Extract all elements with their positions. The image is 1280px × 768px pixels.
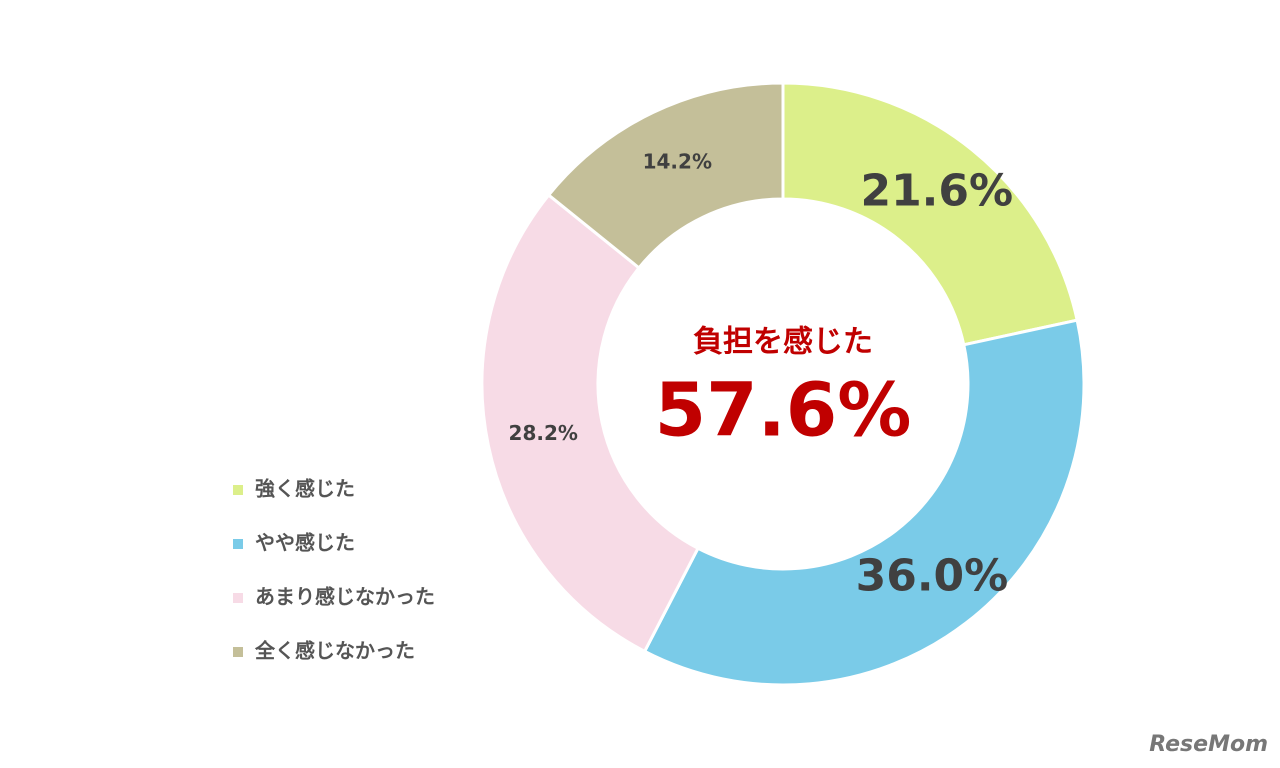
legend-swatch <box>233 593 243 603</box>
value-label: 21.6% <box>860 165 1013 216</box>
legend-label: 強く感じた <box>255 477 355 501</box>
watermark: ReseMom <box>1149 732 1268 757</box>
legend-swatch <box>233 647 243 657</box>
donut-segment <box>546 81 785 270</box>
value-label: 36.0% <box>856 551 1009 602</box>
center-label: 負担を感じた <box>693 325 873 360</box>
legend-swatch <box>233 539 243 549</box>
donut-segment <box>781 81 1079 347</box>
legend-label: やや感じた <box>255 531 355 555</box>
value-label: 14.2% <box>643 149 712 173</box>
donut-segment <box>480 192 700 654</box>
legend-swatch <box>233 485 243 495</box>
legend-label: あまり感じなかった <box>255 585 435 609</box>
center-value: 57.6% <box>655 368 912 454</box>
donut-segment <box>642 318 1086 687</box>
value-label: 28.2% <box>509 421 578 445</box>
legend-label: 全く感じなかった <box>254 639 415 663</box>
